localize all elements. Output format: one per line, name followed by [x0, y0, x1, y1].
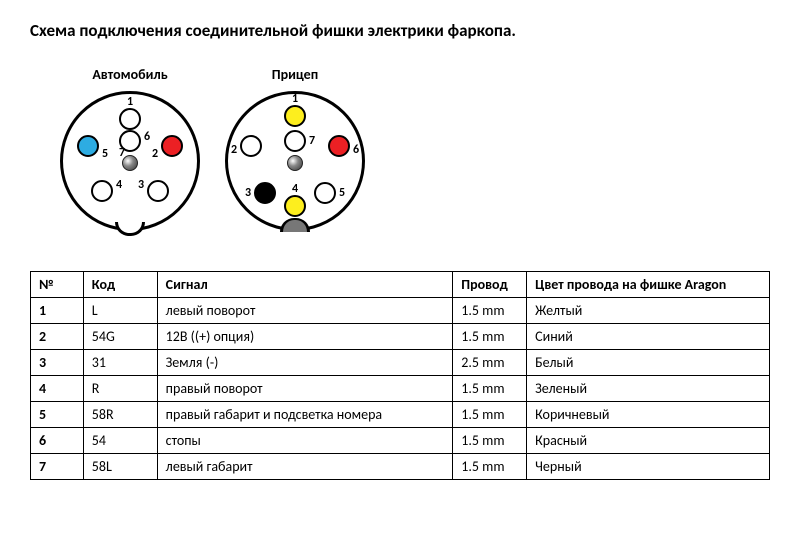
table-cell: Черный: [527, 454, 770, 480]
table-cell: Желтый: [527, 298, 770, 324]
table-cell: 2: [31, 324, 84, 350]
table-cell: левый габарит: [157, 454, 453, 480]
table-cell: 1: [31, 298, 84, 324]
table-cell: 2.5 mm: [453, 350, 527, 376]
vehicle-pin-label-6: 6: [144, 130, 150, 144]
table-cell: стопы: [157, 428, 453, 454]
trailer-pin-5: [314, 182, 336, 204]
col-signal: Сигнал: [157, 272, 453, 298]
table-cell: 6: [31, 428, 84, 454]
trailer-diagram: Прицеп 1 6 5 4 3 2 7: [225, 66, 365, 231]
col-num: №: [31, 272, 84, 298]
trailer-pin-label-3: 3: [245, 186, 251, 200]
vehicle-pin-label-5: 5: [102, 147, 108, 161]
trailer-pin-label-5: 5: [339, 186, 345, 200]
table-cell: Красный: [527, 428, 770, 454]
vehicle-notch: [115, 222, 145, 236]
vehicle-pin-3: [147, 180, 169, 202]
table-cell: 1.5 mm: [453, 376, 527, 402]
table-cell: 4: [31, 376, 84, 402]
table-cell: 7: [31, 454, 84, 480]
table-cell: 3: [31, 350, 84, 376]
trailer-pin-label-1: 1: [292, 92, 298, 106]
col-code: Код: [83, 272, 157, 298]
vehicle-diagram: Автомобиль 1 2 3 4 5 6 7: [60, 66, 200, 231]
vehicle-label: Автомобиль: [92, 66, 167, 83]
vehicle-pin-label-3: 3: [138, 178, 144, 192]
table-header-row: № Код Сигнал Провод Цвет провода на фишк…: [31, 272, 770, 298]
vehicle-center-label: 7: [119, 146, 125, 160]
trailer-pin-label-4: 4: [292, 182, 298, 196]
trailer-pin-7-outer: [284, 130, 306, 152]
trailer-pin-1: [284, 105, 306, 127]
trailer-pin-label-2: 2: [231, 143, 237, 157]
table-row: 331Земля (-)2.5 mmБелый: [31, 350, 770, 376]
vehicle-pin-label-1: 1: [127, 95, 133, 109]
table-row: 1Lлевый поворот1.5 mmЖелтый: [31, 298, 770, 324]
trailer-center-pin: [287, 155, 303, 171]
table-cell: 31: [83, 350, 157, 376]
table-cell: R: [83, 376, 157, 402]
vehicle-pin-2: [161, 135, 183, 157]
col-wire: Провод: [453, 272, 527, 298]
table-row: 254G12В ((+) опция)1.5 mmСиний: [31, 324, 770, 350]
table-cell: 1.5 mm: [453, 298, 527, 324]
page-title: Схема подключения соединительной фишки э…: [30, 20, 770, 41]
vehicle-pin-4: [91, 180, 113, 202]
table-row: 4Rправый поворот1.5 mmЗеленый: [31, 376, 770, 402]
trailer-pin-label-6: 6: [353, 143, 359, 157]
trailer-pin-6: [328, 135, 350, 157]
table-cell: правый габарит и подсветка номера: [157, 402, 453, 428]
vehicle-pin-label-2: 2: [152, 147, 158, 161]
table-cell: 54: [83, 428, 157, 454]
table-cell: 5: [31, 402, 84, 428]
vehicle-pin-1: [119, 108, 141, 130]
table-cell: Земля (-): [157, 350, 453, 376]
table-row: 758Lлевый габарит1.5 mmЧерный: [31, 454, 770, 480]
table-cell: 1.5 mm: [453, 428, 527, 454]
table-cell: левый поворот: [157, 298, 453, 324]
trailer-pin-4: [284, 195, 306, 217]
trailer-pin-3: [254, 182, 276, 204]
trailer-center-label: 7: [309, 134, 315, 148]
table-cell: 58R: [83, 402, 157, 428]
table-cell: правый поворот: [157, 376, 453, 402]
trailer-label: Прицеп: [272, 66, 318, 83]
wiring-table: № Код Сигнал Провод Цвет провода на фишк…: [30, 271, 770, 480]
table-cell: Коричневый: [527, 402, 770, 428]
table-cell: Белый: [527, 350, 770, 376]
table-cell: Синий: [527, 324, 770, 350]
table-cell: 54G: [83, 324, 157, 350]
table-cell: 58L: [83, 454, 157, 480]
vehicle-pin-5: [77, 135, 99, 157]
table-row: 558Rправый габарит и подсветка номера1.5…: [31, 402, 770, 428]
vehicle-pin-label-4: 4: [116, 178, 122, 192]
col-color: Цвет провода на фишке Aragon: [527, 272, 770, 298]
table-row: 654стопы1.5 mmКрасный: [31, 428, 770, 454]
table-cell: L: [83, 298, 157, 324]
table-cell: Зеленый: [527, 376, 770, 402]
table-cell: 12В ((+) опция): [157, 324, 453, 350]
table-cell: 1.5 mm: [453, 454, 527, 480]
table-cell: 1.5 mm: [453, 402, 527, 428]
table-cell: 1.5 mm: [453, 324, 527, 350]
diagrams-container: Автомобиль 1 2 3 4 5 6 7 Прицеп 1 6 5 4 3 2 7: [60, 66, 770, 231]
vehicle-connector: 1 2 3 4 5 6 7: [60, 91, 200, 231]
trailer-pin-2: [240, 135, 262, 157]
trailer-connector: 1 6 5 4 3 2 7: [225, 91, 365, 231]
